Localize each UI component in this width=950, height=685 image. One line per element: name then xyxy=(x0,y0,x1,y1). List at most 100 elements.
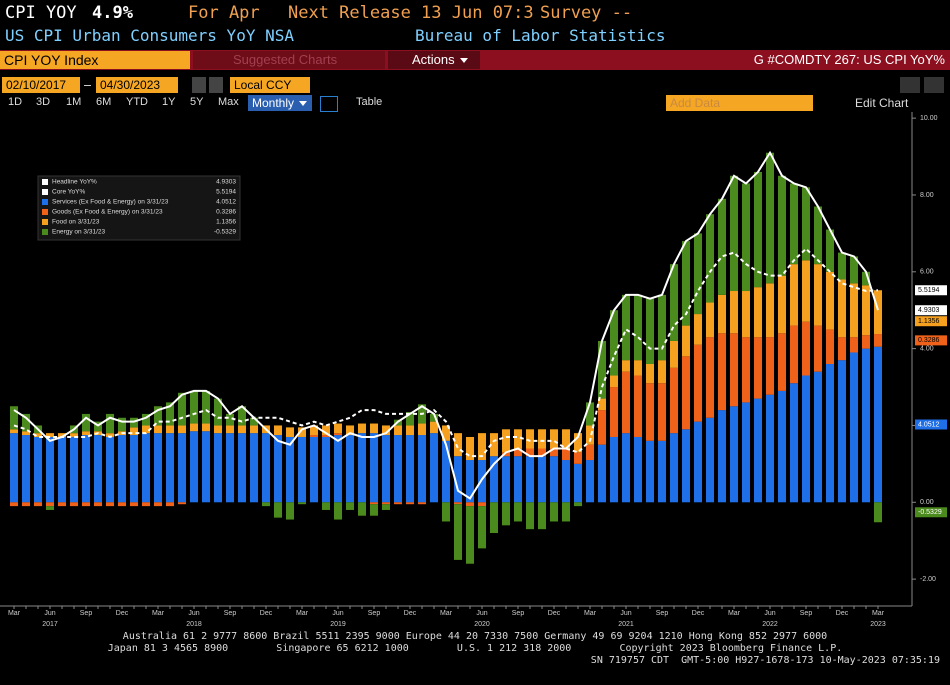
value-flag xyxy=(915,507,947,518)
end-date[interactable]: 04/30/2023 xyxy=(96,77,178,93)
bar xyxy=(646,363,654,384)
bar xyxy=(94,435,102,503)
prev-button[interactable] xyxy=(192,77,206,93)
x-tick-label: Dec xyxy=(836,610,849,617)
add-data[interactable]: Add Data xyxy=(666,95,813,111)
bar xyxy=(274,425,282,436)
redo-button[interactable] xyxy=(924,77,944,93)
bar xyxy=(550,429,558,449)
bar xyxy=(622,433,630,503)
chart: -2.000.002.004.006.008.0010.00MarJunSepD… xyxy=(0,112,947,628)
bar xyxy=(598,444,606,503)
bar xyxy=(226,413,234,426)
bar xyxy=(778,333,786,391)
bar xyxy=(406,412,414,426)
x-tick-label: Mar xyxy=(8,610,21,617)
period-button[interactable]: Max xyxy=(218,96,239,108)
bar xyxy=(382,502,390,505)
start-date[interactable]: 02/10/2017 xyxy=(2,77,80,93)
bar xyxy=(718,410,726,503)
bar xyxy=(262,502,270,507)
security-field[interactable]: CPI YOY Index xyxy=(0,51,190,69)
bar xyxy=(514,456,522,503)
undo-button[interactable] xyxy=(900,77,920,93)
x-tick-label: Jun xyxy=(188,610,199,617)
period-button[interactable]: 1M xyxy=(66,96,82,108)
bar xyxy=(862,271,870,286)
bar xyxy=(766,152,774,284)
bar xyxy=(154,502,162,507)
bar xyxy=(730,406,738,503)
bar xyxy=(382,425,390,436)
period-button[interactable]: 5Y xyxy=(190,96,204,108)
bar xyxy=(430,433,438,503)
bar xyxy=(574,502,582,507)
frequency[interactable]: Monthly xyxy=(248,95,312,111)
bar xyxy=(850,256,858,284)
bar xyxy=(322,435,330,437)
next-button[interactable] xyxy=(209,77,223,93)
bar xyxy=(202,390,210,424)
period-button[interactable]: 6M xyxy=(96,96,112,108)
bar xyxy=(214,433,222,503)
bar xyxy=(346,435,354,503)
x-year-label: 2019 xyxy=(330,621,346,628)
x-tick-label: Mar xyxy=(584,610,597,617)
bar xyxy=(622,294,630,361)
bar xyxy=(754,398,762,503)
bar xyxy=(706,214,714,303)
x-tick-label: Sep xyxy=(368,610,381,617)
edit-chart[interactable]: Edit Chart xyxy=(855,96,909,110)
bar xyxy=(814,371,822,503)
bar xyxy=(142,502,150,507)
bar xyxy=(430,413,438,422)
bar xyxy=(586,425,594,445)
period-button[interactable]: 1Y xyxy=(162,96,176,108)
period: For Apr xyxy=(188,3,260,23)
bar xyxy=(862,348,870,503)
currency[interactable]: Local CCY xyxy=(230,77,310,93)
period-button[interactable]: YTD xyxy=(126,96,148,108)
value-flag-label: 5.5194 xyxy=(918,287,940,294)
footer-line: Japan 81 3 4565 8900 Singapore 65 6212 1… xyxy=(107,643,843,654)
bar xyxy=(238,406,246,426)
y-tick-label: 10.00 xyxy=(920,115,938,122)
dropdown-arrow xyxy=(459,58,468,64)
bar xyxy=(334,502,342,520)
chart-icon[interactable] xyxy=(320,96,338,112)
bar xyxy=(46,502,54,507)
bar xyxy=(46,436,54,503)
bar xyxy=(298,427,306,437)
period-button[interactable]: 3D xyxy=(36,96,51,108)
bar xyxy=(166,502,174,507)
bar xyxy=(562,460,570,503)
bar xyxy=(442,440,450,503)
bar xyxy=(178,425,186,434)
suggested-charts[interactable]: Suggested Charts xyxy=(193,51,385,69)
legend-value: -0.5329 xyxy=(214,229,236,236)
bar xyxy=(370,423,378,434)
bar xyxy=(694,421,702,503)
line xyxy=(13,150,879,500)
bar xyxy=(610,375,618,388)
value-flag xyxy=(915,316,947,327)
x-year-label: 2017 xyxy=(42,621,58,628)
bar xyxy=(322,425,330,436)
bar xyxy=(154,433,162,503)
bar xyxy=(670,433,678,503)
bar xyxy=(478,433,486,461)
bar xyxy=(670,340,678,368)
bar xyxy=(778,390,786,503)
actions-menu[interactable]: Actions xyxy=(388,51,480,69)
bar xyxy=(850,283,858,338)
legend-value: 5.5194 xyxy=(216,189,236,196)
bar xyxy=(82,502,90,507)
bar xyxy=(562,429,570,449)
bar xyxy=(214,425,222,434)
survey: Survey -- xyxy=(540,3,633,23)
bar xyxy=(166,402,174,426)
table-button[interactable]: Table xyxy=(356,96,383,108)
period-button[interactable]: 1D xyxy=(8,96,23,108)
bar xyxy=(706,337,714,418)
